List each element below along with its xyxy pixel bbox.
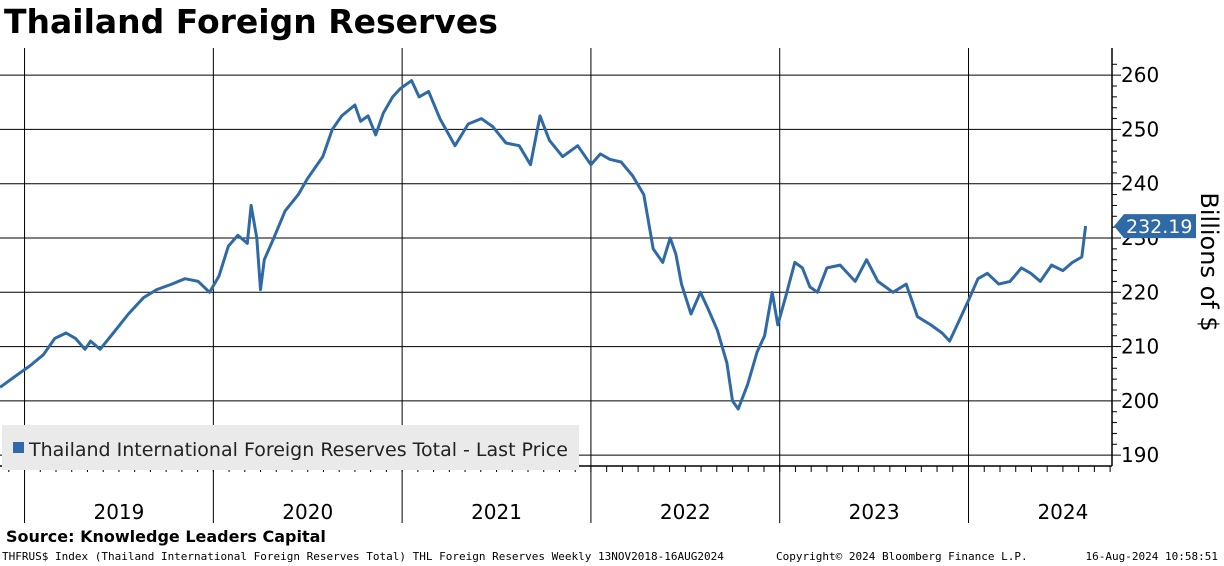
footer-timestamp: 16-Aug-2024 10:58:51 (1085, 550, 1218, 563)
legend-swatch (13, 442, 24, 453)
y-tick-label: 200 (1121, 389, 1159, 413)
y-tick-label: 210 (1121, 335, 1159, 359)
y-tick-label: 190 (1121, 443, 1159, 467)
footer-copyright: Copyright© 2024 Bloomberg Finance L.P. (776, 550, 1028, 563)
x-tick-label: 2024 (1037, 500, 1088, 524)
footer-index-info: THFRUS$ Index (Thailand International Fo… (2, 550, 724, 563)
x-tick-label: 2020 (282, 500, 333, 524)
y-tick-label: 240 (1121, 172, 1159, 196)
legend-label: Thailand International Foreign Reserves … (28, 439, 568, 461)
y-axis: 190200210220230240250260 (1111, 48, 1159, 467)
y-tick-label: 260 (1121, 63, 1159, 87)
series-line (0, 79, 1088, 411)
x-tick-label: 2022 (660, 500, 711, 524)
chart-title: Thailand Foreign Reserves (4, 2, 498, 41)
x-axis: 2019 2020 2021 2022 2023 2024 (0, 465, 1112, 524)
x-tick-label: 2019 (93, 500, 144, 524)
x-tick-label: 2021 (471, 500, 522, 524)
legend-box (2, 425, 579, 470)
last-value-shape (1114, 214, 1196, 239)
y-tick-label: 220 (1121, 280, 1159, 304)
source-note: Source: Knowledge Leaders Capital (6, 527, 326, 546)
x-tick-label: 2023 (849, 500, 900, 524)
last-value-tag: 232.19 (1114, 214, 1196, 239)
legend: Thailand International Foreign Reserves … (2, 425, 579, 470)
y-tick-label: 250 (1121, 117, 1159, 141)
last-value-label: 232.19 (1126, 216, 1192, 238)
y-axis-title: Billions of $ (1195, 192, 1223, 331)
